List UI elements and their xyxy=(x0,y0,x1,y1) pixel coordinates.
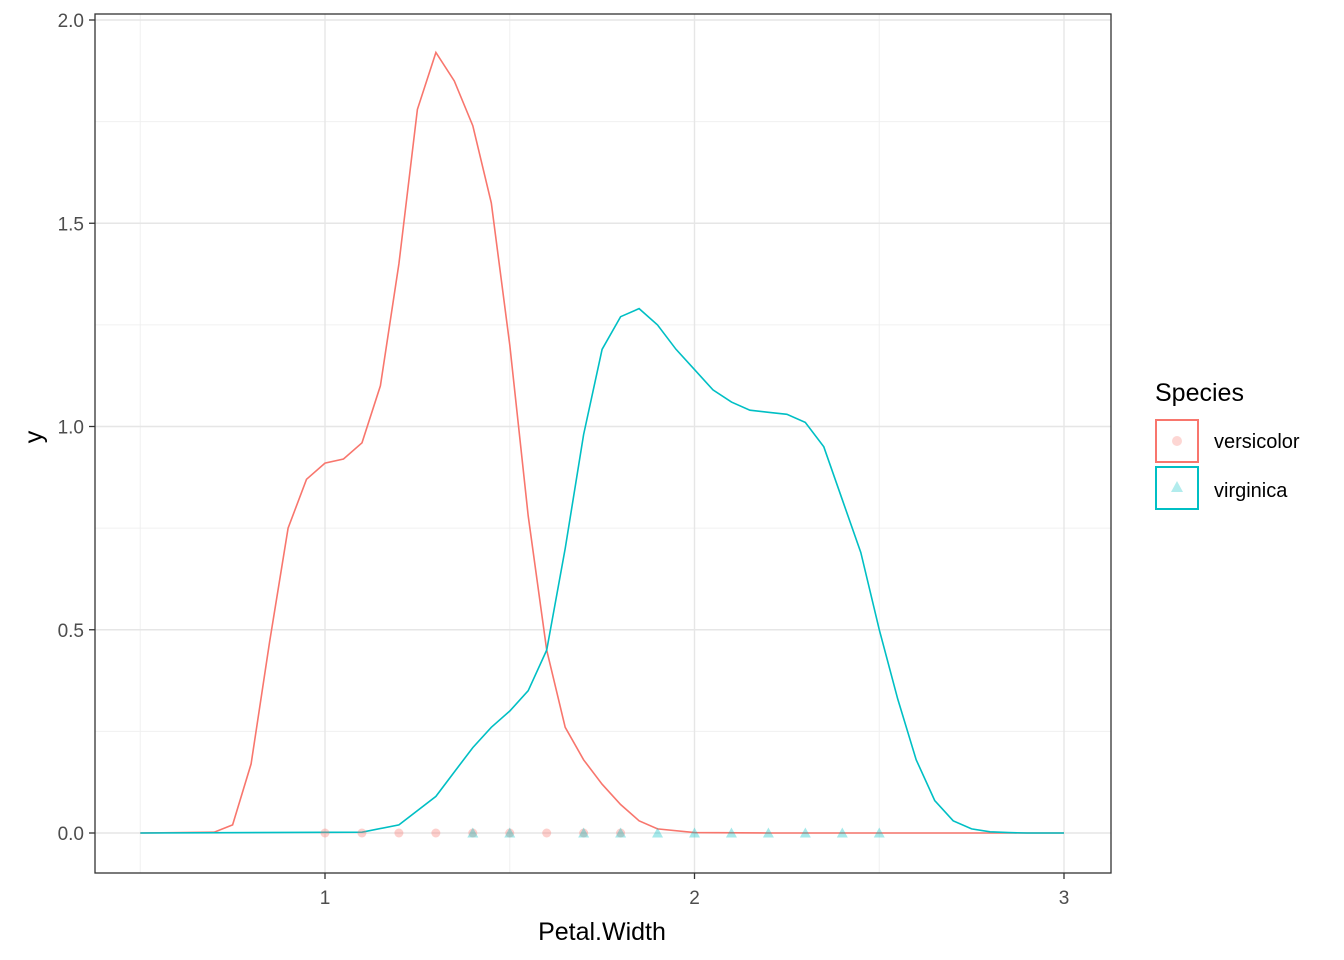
point-virginica xyxy=(762,827,774,838)
point-virginica xyxy=(467,827,479,838)
y-axis-title: y xyxy=(20,430,48,443)
x-axis: 1 2 3 xyxy=(320,873,1070,909)
legend-circle-icon xyxy=(1172,436,1182,446)
point-virginica xyxy=(799,827,811,838)
density-line-virginica xyxy=(140,307,1064,834)
point-versicolor xyxy=(579,828,589,838)
point-versicolor xyxy=(357,828,367,838)
point-virginica xyxy=(836,827,848,838)
point-virginica xyxy=(725,827,737,838)
y-tick-label: 2.0 xyxy=(58,11,84,32)
density-line-versicolor xyxy=(140,50,1064,834)
point-versicolor xyxy=(431,828,441,838)
legend-title: Species xyxy=(1155,379,1244,407)
point-versicolor xyxy=(542,828,552,838)
legend-key-versicolor xyxy=(1155,419,1199,463)
point-versicolor xyxy=(468,828,478,838)
legend: Species versicolor virginica xyxy=(1155,379,1300,510)
point-virginica xyxy=(615,827,627,838)
point-versicolor xyxy=(320,828,330,838)
x-tick-label: 2 xyxy=(689,888,700,909)
legend-key-virginica xyxy=(1155,466,1199,510)
panel-background xyxy=(95,14,1111,873)
y-tick-label: 1.5 xyxy=(58,214,84,235)
legend-label-versicolor: versicolor xyxy=(1214,431,1300,453)
point-virginica xyxy=(578,827,590,838)
point-virginica xyxy=(504,827,516,838)
y-tick-label: 0.5 xyxy=(58,621,84,642)
legend-item-virginica[interactable]: virginica xyxy=(1155,466,1288,510)
panel-border xyxy=(94,13,1112,874)
y-axis: 0.0 0.5 1.0 1.5 2.0 xyxy=(58,11,95,845)
point-versicolor xyxy=(394,828,404,838)
point-virginica xyxy=(873,827,885,838)
legend-item-versicolor[interactable]: versicolor xyxy=(1155,419,1300,463)
y-tick-label: 1.0 xyxy=(58,418,84,439)
point-versicolor xyxy=(505,828,515,838)
point-versicolor xyxy=(616,828,626,838)
y-tick-label: 0.0 xyxy=(58,824,84,845)
point-virginica xyxy=(652,827,664,838)
point-virginica xyxy=(689,827,700,838)
x-tick-label: 1 xyxy=(320,888,331,909)
plot-panel xyxy=(94,13,1112,874)
x-tick-label: 3 xyxy=(1059,888,1070,909)
legend-triangle-icon xyxy=(1171,481,1183,492)
x-axis-title: Petal.Width xyxy=(538,918,666,946)
legend-label-virginica: virginica xyxy=(1214,480,1288,502)
